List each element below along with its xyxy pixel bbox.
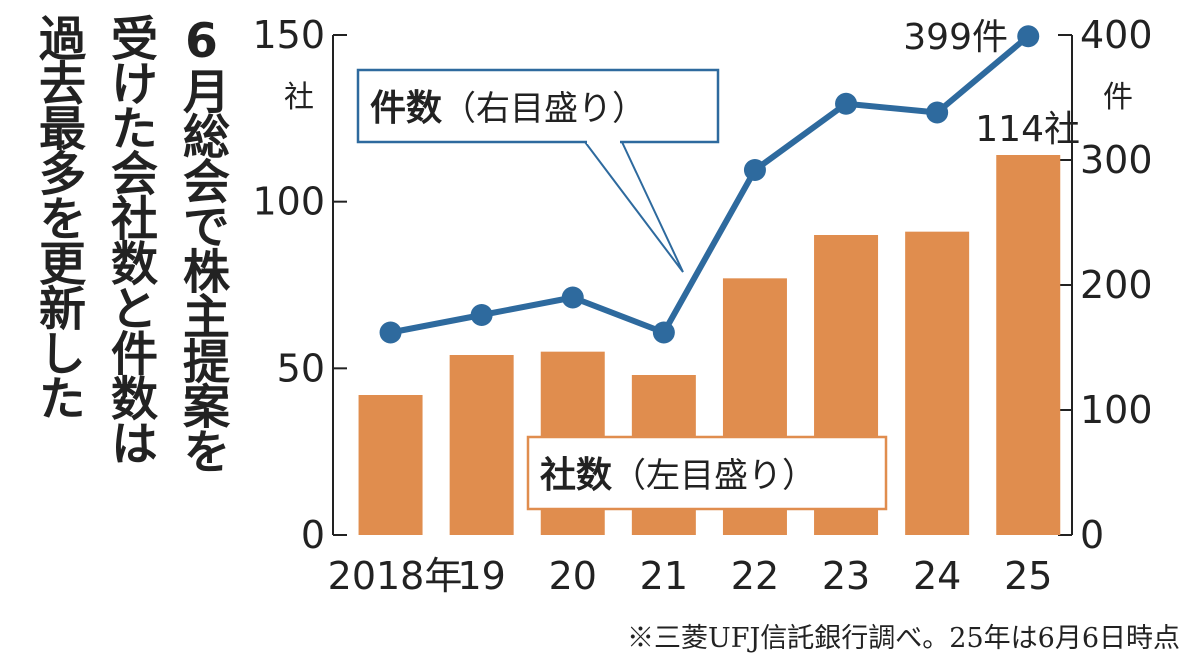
x-axis-tick-label: 22 [731,554,779,598]
bar-companies [996,155,1061,535]
legend-label-bold: 件数 [370,88,442,129]
headline-line-2: 受けた会社数と件数は [102,14,157,464]
x-axis-tick-label: 19 [457,554,505,598]
x-axis-tick-label: 21 [640,554,688,598]
legend-box [356,68,720,144]
line-point-proposals [470,304,493,326]
headline-line-1: 6月総会で株主提案を [174,14,229,472]
right-axis-tick-label: 100 [1080,388,1153,432]
legend-label: 社数（左目盛り） [540,455,816,496]
x-axis-tick-label: 24 [913,554,961,598]
legend-label-normal: （右目盛り） [442,89,646,129]
left-axis-tick-label: 100 [252,180,325,224]
legend-label-bold: 社数 [540,455,612,496]
right-axis-tick-label: 200 [1080,263,1153,307]
line-proposals [389,33,1031,336]
legend-companies-bar: 社数（左目盛り） [526,435,888,511]
line-point-proposals [1017,25,1040,48]
line-point-proposals [379,321,402,344]
legend-label: 件数（右目盛り） [370,88,646,129]
line-series-proposals [379,25,1040,344]
x-axis-tick-label: 2018年 [328,554,463,598]
annotation-last-companies: 114社 [975,109,1080,150]
x-axis-tick-label: 23 [822,554,870,598]
left-axis-tick-label: 50 [277,346,325,390]
legends: 社数（左目盛り） 件数（右目盛り） [356,68,888,511]
right-axis-tick-label: 300 [1080,138,1153,182]
legend-count-line: 件数（右目盛り） [356,68,720,273]
line-point-proposals [835,92,858,115]
line-point-proposals [652,321,675,344]
left-axis-tick-label: 150 [252,13,325,57]
labels: 399件 114社 ※三菱UFJ信託銀行調べ。25年は6月6日時点 [627,17,1180,654]
legend-box [526,435,888,511]
line-point-proposals [926,101,949,124]
right-axis-tick-label: 0 [1080,513,1104,557]
line-point-proposals [743,159,766,181]
x-axis-tick-label: 25 [1004,554,1052,598]
line-point-proposals [561,286,584,309]
annotation-last-count: 399件 [903,17,1008,58]
right-axis-unit: 件 [1103,80,1133,115]
legend-pointer [584,141,684,273]
left-axis-unit: 社 [284,80,314,115]
bar-companies [449,355,514,535]
source-note: ※三菱UFJ信託銀行調べ。25年は6月6日時点 [627,623,1180,654]
left-axis-tick-label: 0 [301,513,325,557]
legend-label-normal: （左目盛り） [612,456,816,496]
right-axis-tick-label: 400 [1080,13,1153,57]
bar-companies [905,231,970,535]
bar-companies [358,395,423,535]
x-axis-tick-label: 20 [549,554,597,598]
headline: 6月総会で株主提案を 受けた会社数と件数は 過去最多を更新した [0,0,230,600]
headline-line-3: 過去最多を更新した [30,14,85,419]
